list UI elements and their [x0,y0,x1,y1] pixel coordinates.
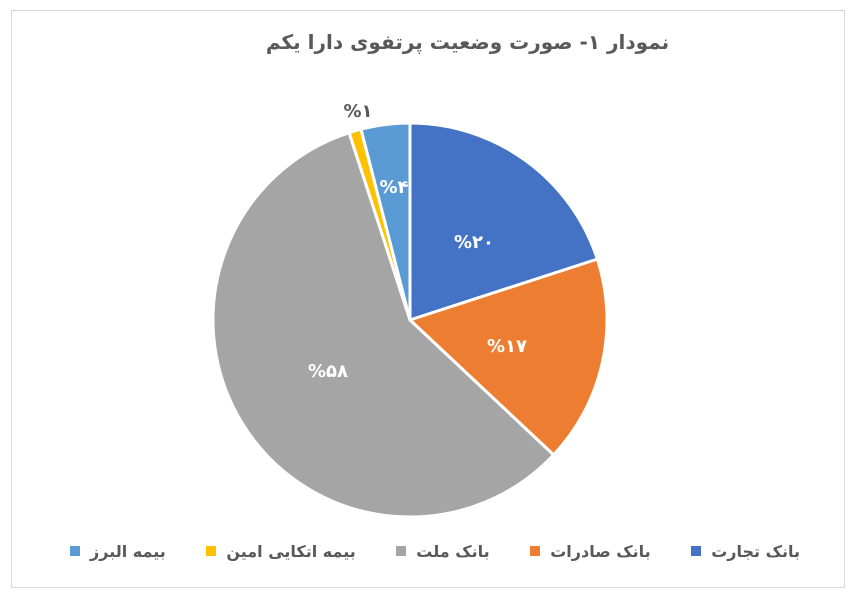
legend-marker-icon [70,546,81,556]
legend-item-tejarat: بانک تجارت [691,542,800,561]
legend-item-amin: بیمه اتکایی امین [206,541,356,561]
chart-legend: بیمه البرز بیمه اتکایی امین بانک ملت بان… [70,538,800,564]
slice-label-alborz: %۴ [379,177,408,198]
legend-label: بیمه اتکایی امین [226,541,356,561]
legend-label: بانک صادرات [550,541,651,561]
slice-label-saderat: %۱۷ [487,336,527,357]
pie-slice [211,131,556,519]
legend-marker-icon [530,546,541,556]
pie-slice [408,257,609,457]
legend-marker-icon [691,546,702,556]
pie-slice [359,121,412,322]
legend-label: بانک ملت [416,541,490,561]
slice-label-tejarat: %۲۰ [454,232,494,253]
pie-slice [408,121,599,322]
legend-label: بیمه البرز [90,541,166,561]
legend-marker-icon [396,546,407,556]
chart-title-text: نمودار ۱- صورت وضعیت پرتفوی دارا یکم [265,30,670,54]
chart-title: نمودار ۱- صورت وضعیت پرتفوی دارا یکم [0,30,855,54]
legend-item-mellat: بانک ملت [396,541,490,561]
slice-label-mellat: %۵۸ [308,361,348,382]
legend-marker-icon [206,546,217,556]
pie-slices [211,121,609,519]
legend-item-saderat: بانک صادرات [530,541,651,561]
slice-label-amin: %۱ [343,101,372,122]
legend-label: بانک تجارت [711,541,800,561]
legend-item-alborz: بیمه البرز [70,542,166,561]
